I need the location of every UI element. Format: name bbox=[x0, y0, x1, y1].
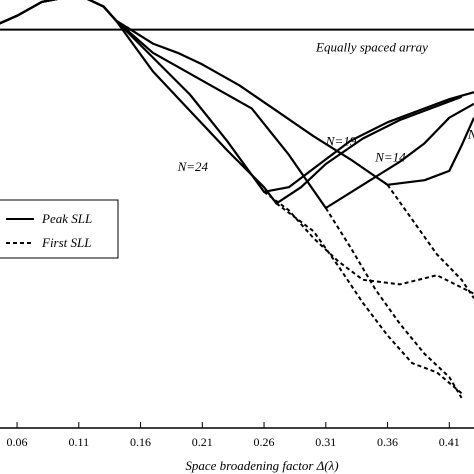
series-annotation-2: N=19 bbox=[325, 133, 357, 148]
x-tick-group: 0.06 0.11 0.16 0.21 0.26 0.31 0.36 0.41 bbox=[7, 422, 460, 449]
legend: Peak SLL First SLL bbox=[0, 199, 119, 259]
annotation-group: N=24 N=19 N=14 N bbox=[177, 127, 474, 174]
x-tick-label: 0.06 bbox=[7, 435, 28, 449]
x-tick-label: 0.26 bbox=[254, 435, 275, 449]
series-group bbox=[0, 0, 474, 399]
reference-line-group: Equally spaced array bbox=[0, 28, 474, 55]
legend-box bbox=[0, 199, 119, 259]
series-peak-line-2 bbox=[0, 0, 462, 205]
series-first-line-2 bbox=[275, 202, 463, 395]
x-axis-title: Space broadening factor Δ(λ) bbox=[185, 458, 338, 473]
series-first-line-4 bbox=[386, 184, 474, 299]
x-tick-label: 0.16 bbox=[130, 435, 151, 449]
x-tick-label: 0.21 bbox=[192, 435, 213, 449]
series-first-line-1 bbox=[263, 190, 474, 295]
series-first-line-3 bbox=[324, 207, 463, 399]
legend-label-peak: Peak SLL bbox=[41, 211, 92, 226]
reference-line-label: Equally spaced array bbox=[315, 40, 428, 55]
x-tick-label: 0.31 bbox=[315, 435, 336, 449]
series-annotation-4: N bbox=[467, 127, 474, 142]
series-annotation-3: N=14 bbox=[374, 150, 406, 165]
series-peak-line-1 bbox=[0, 0, 474, 193]
legend-label-first: First SLL bbox=[41, 235, 92, 250]
series-annotation-1: N=24 bbox=[177, 159, 209, 174]
x-tick-label: 0.11 bbox=[69, 435, 90, 449]
x-tick-label: 0.36 bbox=[377, 435, 398, 449]
x-tick-label: 0.41 bbox=[439, 435, 460, 449]
series-peak-line-4 bbox=[0, 0, 474, 186]
series-peak-line-3 bbox=[0, 0, 474, 210]
